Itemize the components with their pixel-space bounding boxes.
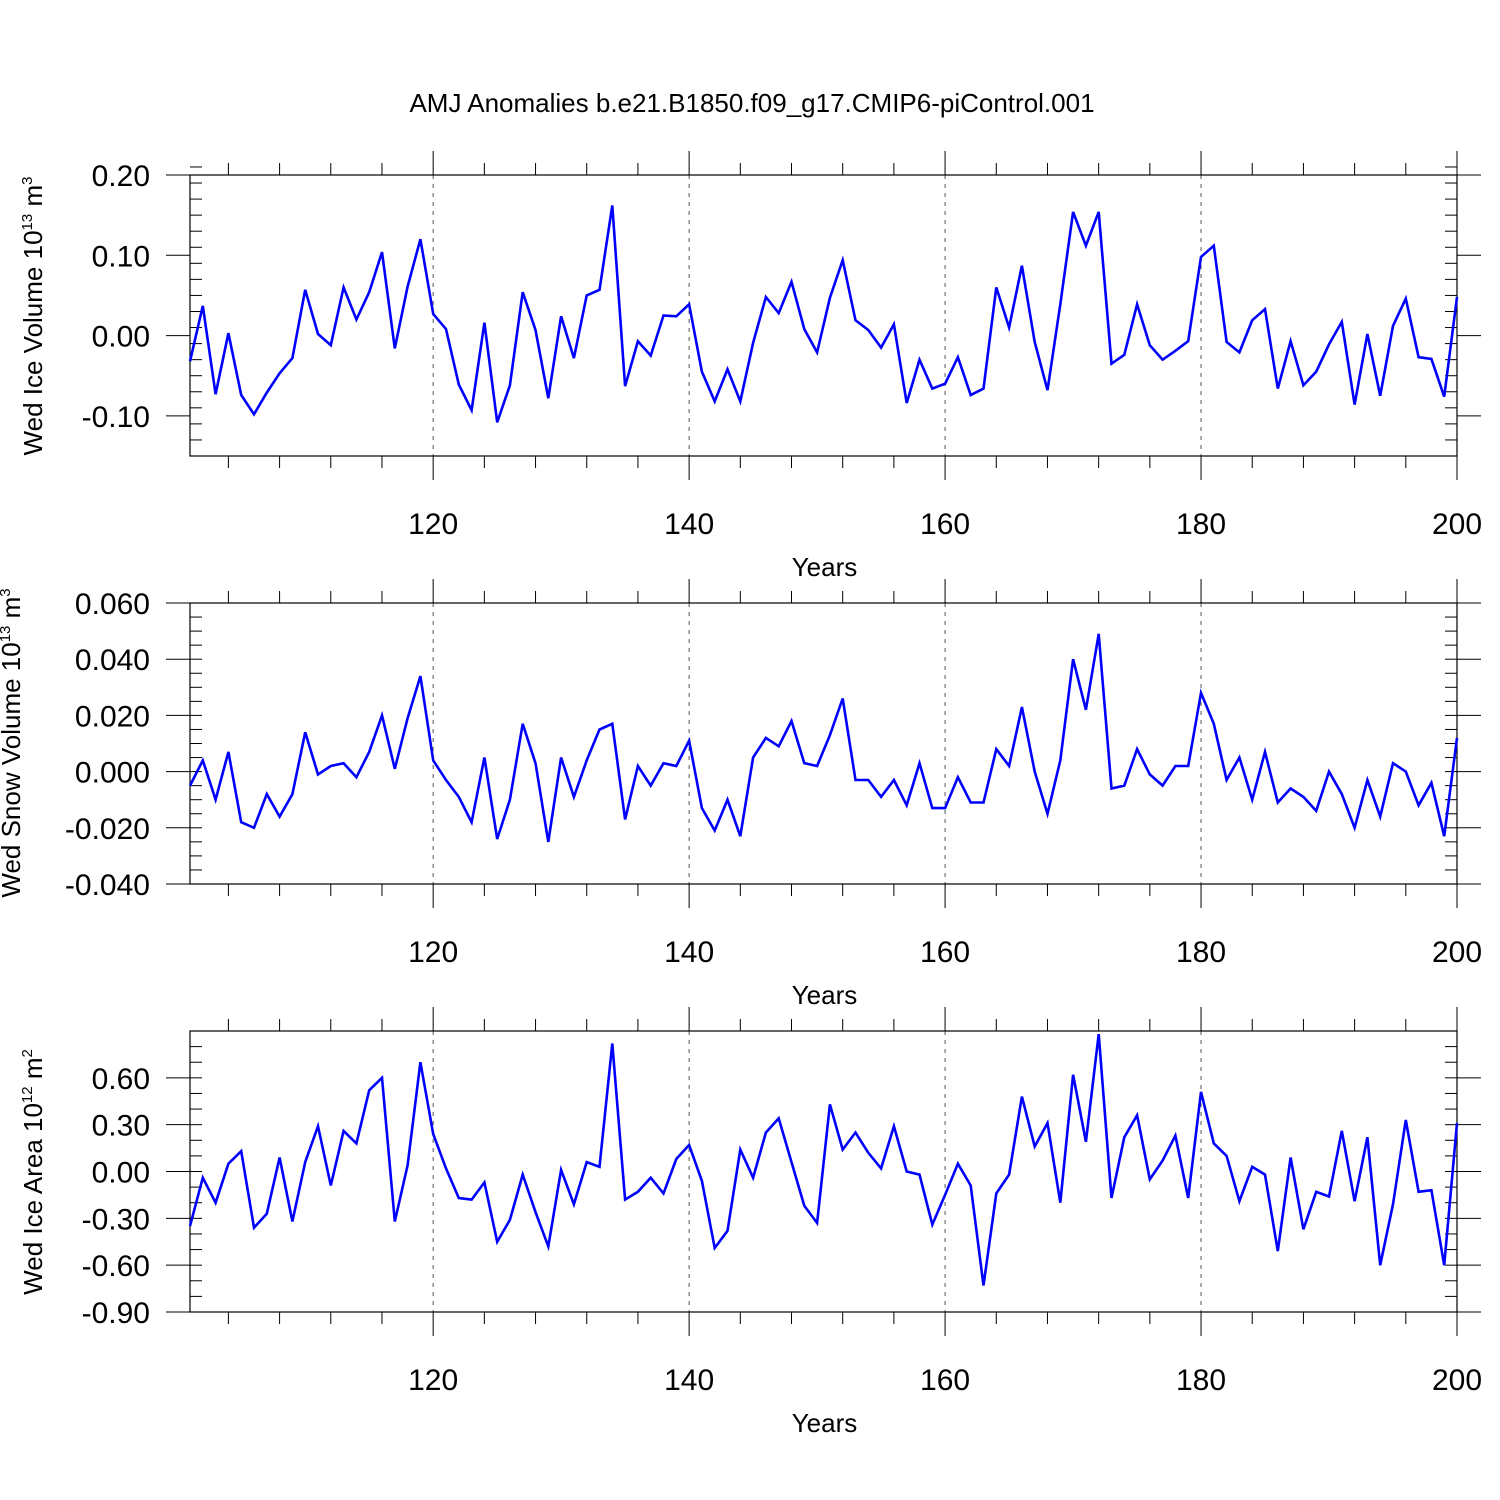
ice-area-x-tick-label: 180 bbox=[1176, 1364, 1226, 1397]
ice-volume-x-tick-label: 140 bbox=[664, 508, 714, 541]
ice-volume-x-tick-label: 160 bbox=[920, 508, 970, 541]
snow-volume-y-tick-label: -0.020 bbox=[65, 813, 150, 846]
snow-volume-x-tick-label: 140 bbox=[664, 936, 714, 969]
ice-area-x-tick-label: 120 bbox=[408, 1364, 458, 1397]
ice-area-series-line bbox=[188, 1033, 1459, 1286]
ice-area-x-axis-label: Years bbox=[792, 1408, 858, 1438]
ice-volume-series-line bbox=[188, 205, 1459, 423]
snow-volume-y-axis-label-unit-exponent: 3 bbox=[0, 588, 14, 596]
panel-ice-volume: -0.10 0.00 0.10 0.20 120 140 160 180 200 Years Wed… bbox=[18, 151, 1482, 582]
ice-volume-y-axis-label: Wed Ice Volume 1013 m3 bbox=[18, 177, 48, 456]
ice-volume-x-tick-label: 180 bbox=[1176, 508, 1226, 541]
snow-volume-y-axis-label-text: Wed Snow Volume 10 bbox=[0, 642, 26, 897]
snow-volume-y-tick-label: 0.020 bbox=[75, 700, 150, 733]
panel-snow-volume: -0.040 -0.020 0.000 0.020 0.040 0.060 120 140 16… bbox=[0, 579, 1482, 1010]
ice-volume-y-tick-label: -0.10 bbox=[82, 401, 150, 434]
figure-title: AMJ Anomalies b.e21.B1850.f09_g17.CMIP6-… bbox=[409, 88, 1094, 118]
snow-volume-x-axis-label: Years bbox=[792, 980, 858, 1010]
ice-volume-y-axis-label-unit-exponent: 3 bbox=[19, 177, 36, 185]
ice-volume-plot-frame bbox=[189, 174, 1458, 457]
ice-volume-y-tick-label: 0.00 bbox=[92, 321, 150, 354]
snow-volume-x-tick-label: 180 bbox=[1176, 936, 1226, 969]
ice-area-y-tick-label: 0.30 bbox=[92, 1110, 150, 1143]
snow-volume-y-tick-label: -0.040 bbox=[65, 869, 150, 902]
snow-volume-y-tick-label: 0.000 bbox=[75, 757, 150, 790]
snow-volume-x-tick-label: 120 bbox=[408, 936, 458, 969]
snow-volume-y-axis-label: Wed Snow Volume 1013 m3 bbox=[0, 588, 26, 897]
ice-volume-x-tick-label: 200 bbox=[1432, 508, 1482, 541]
snow-volume-y-axis-label-unit: m bbox=[0, 597, 26, 626]
ice-volume-x-tick-label: 120 bbox=[408, 508, 458, 541]
ice-area-y-axis-label-exponent: 12 bbox=[19, 1086, 36, 1103]
snow-volume-x-tick-label: 200 bbox=[1432, 936, 1482, 969]
ice-area-y-tick-label: -0.60 bbox=[82, 1250, 150, 1283]
ice-area-y-axis-label-text: Wed Ice Area 10 bbox=[18, 1103, 48, 1295]
ice-area-x-tick-label: 200 bbox=[1432, 1364, 1482, 1397]
snow-volume-plot-frame bbox=[189, 602, 1458, 885]
ice-area-y-axis-label: Wed Ice Area 1012 m2 bbox=[18, 1049, 48, 1295]
ice-volume-y-axis-label-unit: m bbox=[18, 185, 48, 214]
ice-volume-y-tick-label: 0.20 bbox=[92, 160, 150, 193]
ice-volume-x-axis-label: Years bbox=[792, 552, 858, 582]
snow-volume-x-tick-label: 160 bbox=[920, 936, 970, 969]
ice-volume-y-axis-label-text: Wed Ice Volume 10 bbox=[18, 230, 48, 455]
ice-volume-y-axis-label-exponent: 13 bbox=[19, 214, 36, 231]
ice-volume-y-tick-label: 0.10 bbox=[92, 240, 150, 273]
ice-area-y-tick-label: -0.30 bbox=[82, 1203, 150, 1236]
ice-area-y-tick-label: 0.00 bbox=[92, 1157, 150, 1190]
ice-area-y-axis-label-unit: m bbox=[18, 1058, 48, 1087]
snow-volume-y-tick-label: 0.040 bbox=[75, 644, 150, 677]
snow-volume-y-tick-label: 0.060 bbox=[75, 588, 150, 621]
ice-area-x-tick-label: 160 bbox=[920, 1364, 970, 1397]
panel-ice-area: -0.90 -0.60 -0.30 0.00 0.30 0.60 120 140 160 180 2… bbox=[18, 1007, 1482, 1438]
ice-area-y-tick-label: -0.90 bbox=[82, 1297, 150, 1330]
snow-volume-series-line bbox=[188, 633, 1459, 843]
ice-area-x-tick-label: 140 bbox=[664, 1364, 714, 1397]
ice-area-y-axis-label-unit-exponent: 2 bbox=[19, 1049, 36, 1057]
ice-area-y-tick-label: 0.60 bbox=[92, 1063, 150, 1096]
snow-volume-y-axis-label-exponent: 13 bbox=[0, 626, 14, 643]
